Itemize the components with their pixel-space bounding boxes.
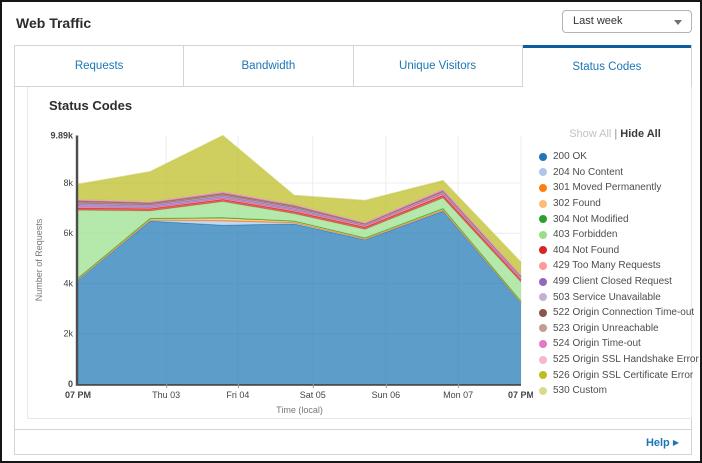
legend-item-525[interactable]: 525 Origin SSL Handshake Error xyxy=(539,352,699,368)
card-footer: Help ▶ xyxy=(15,429,691,454)
x-tick-label: Thu 03 xyxy=(152,390,180,400)
legend-dot-icon xyxy=(539,215,547,224)
legend-item-429[interactable]: 429 Too Many Requests xyxy=(539,258,691,274)
legend-dot-icon xyxy=(539,230,547,239)
tab-requests[interactable]: Requests xyxy=(15,46,185,87)
x-tick-mark xyxy=(385,384,387,388)
legend-item-label: 304 Not Modified xyxy=(553,213,629,225)
x-tick-label: 07 PM xyxy=(65,390,91,400)
legend-item-522[interactable]: 522 Origin Connection Time-out xyxy=(539,305,695,321)
legend-item-label: 526 Origin SSL Certificate Error xyxy=(553,369,694,381)
x-tick-mark xyxy=(237,384,239,388)
chart-section: Status Codes 0 2k 4k 6k 8k 9.89k 07 PM Thu 03 Fr… xyxy=(15,87,699,428)
tab-unique-visitors[interactable]: Unique Visitors xyxy=(353,46,523,87)
legend-item-302[interactable]: 302 Found xyxy=(539,196,691,212)
legend-item-label: 503 Service Unavailable xyxy=(553,291,661,303)
legend-dot-icon xyxy=(539,183,547,192)
help-arrow-icon: ▶ xyxy=(672,438,679,447)
legend-item-204[interactable]: 204 No Content xyxy=(539,165,691,181)
legend-item-label: 525 Origin SSL Handshake Error xyxy=(553,354,699,366)
x-axis-line xyxy=(75,384,522,386)
legend-dot-icon xyxy=(539,324,547,333)
x-tick-mark xyxy=(312,384,314,388)
y-tick-label: 0 xyxy=(68,379,73,389)
chart-title: Status Codes xyxy=(49,98,133,113)
area-522 xyxy=(78,190,521,278)
legend-item-526[interactable]: 526 Origin SSL Certificate Error xyxy=(539,367,694,383)
legend-item-523[interactable]: 523 Origin Unreachable xyxy=(539,321,691,337)
legend-item-403[interactable]: 403 Forbidden xyxy=(539,227,691,243)
x-tick-label: Fri 04 xyxy=(226,390,249,400)
area-200 xyxy=(78,211,521,384)
legend-dot-icon xyxy=(539,152,547,161)
legend-item-499[interactable]: 499 Client Closed Request xyxy=(539,274,691,290)
legend-item-404[interactable]: 404 Not Found xyxy=(539,243,691,259)
time-range-value: Last week xyxy=(573,15,623,27)
tab-bar: Requests Bandwidth Unique Visitors Statu… xyxy=(15,45,691,87)
legend-dot-icon xyxy=(539,339,547,348)
time-range-dropdown[interactable]: Last week xyxy=(562,10,692,33)
legend-dot-icon xyxy=(539,308,547,317)
area-403 xyxy=(78,197,521,302)
x-tick-label: Sat 05 xyxy=(300,390,326,400)
legend-item-label: 499 Client Closed Request xyxy=(553,276,672,288)
legend-item-304[interactable]: 304 Not Modified xyxy=(539,211,691,227)
chevron-down-icon xyxy=(674,20,682,25)
page-title: Web Traffic xyxy=(16,15,92,31)
legend-dot-icon xyxy=(539,246,547,255)
area-526 xyxy=(78,135,521,275)
legend-item-301[interactable]: 301 Moved Permanently xyxy=(539,180,691,196)
x-tick-label: 07 PM xyxy=(508,390,533,400)
show-all-button[interactable]: Show All xyxy=(569,128,612,140)
y-axis-title: Number of Requests xyxy=(34,218,44,301)
legend-item-label: 204 No Content xyxy=(553,166,624,178)
legend-items: 200 OK 204 No Content 301 Moved Permanentl… xyxy=(539,149,699,399)
legend-item-label: 403 Forbidden xyxy=(553,229,618,241)
legend-item-label: 404 Not Found xyxy=(553,244,620,256)
status-codes-stacked-area-chart[interactable]: 0 2k 4k 6k 8k 9.89k 07 PM Thu 03 Fri 04 Sat 05 Sun… xyxy=(33,125,533,417)
y-tick-label: 9.89k xyxy=(50,131,74,141)
legend-dot-icon xyxy=(539,293,547,302)
legend-dot-icon xyxy=(539,371,547,380)
y-tick-label: 2k xyxy=(63,329,73,339)
legend-item-label: 200 OK xyxy=(553,151,587,163)
legend-item-label: 302 Found xyxy=(553,198,601,210)
legend-item-label: 429 Too Many Requests xyxy=(553,260,661,272)
tab-status-codes[interactable]: Status Codes xyxy=(522,45,691,87)
y-tick-label: 4k xyxy=(63,278,73,288)
x-axis-title: Time (local) xyxy=(276,405,323,415)
x-tick-label: Mon 07 xyxy=(443,390,473,400)
legend-item-label: 524 Origin Time-out xyxy=(553,338,641,350)
legend-item-label: 530 Custom xyxy=(553,385,607,397)
legend-dot-icon xyxy=(539,386,547,395)
x-tick-mark xyxy=(458,384,460,388)
legend-item-530[interactable]: 530 Custom xyxy=(539,383,691,399)
legend-dot-icon xyxy=(539,277,547,286)
legend-item-503[interactable]: 503 Service Unavailable xyxy=(539,289,691,305)
legend-item-label: 301 Moved Permanently xyxy=(553,182,662,194)
legend-dot-icon xyxy=(539,168,547,177)
y-tick-label: 8k xyxy=(63,178,73,188)
x-tick-label: Sun 06 xyxy=(372,390,401,400)
legend-item-524[interactable]: 524 Origin Time-out xyxy=(539,336,691,352)
chart-legend: Show All | Hide All 200 OK 204 No Content 30… xyxy=(539,128,699,399)
legend-header: Show All | Hide All xyxy=(539,128,691,140)
legend-dot-icon xyxy=(539,261,547,270)
y-tick-label: 6k xyxy=(63,228,73,238)
legend-dot-icon xyxy=(539,199,547,208)
hide-all-button[interactable]: Hide All xyxy=(620,128,661,140)
area-edge-530 xyxy=(77,134,522,263)
x-tick-mark xyxy=(166,384,168,388)
tab-bandwidth[interactable]: Bandwidth xyxy=(184,46,354,87)
y-axis-line xyxy=(75,135,79,384)
legend-item-label: 522 Origin Connection Time-out xyxy=(553,307,695,319)
legend-separator: | xyxy=(614,128,618,140)
help-link[interactable]: Help ▶ xyxy=(645,437,679,449)
legend-item-200[interactable]: 200 OK xyxy=(539,149,691,165)
traffic-card: Requests Bandwidth Unique Visitors Statu… xyxy=(14,45,699,455)
legend-item-label: 523 Origin Unreachable xyxy=(553,322,659,334)
legend-dot-icon xyxy=(539,355,547,364)
